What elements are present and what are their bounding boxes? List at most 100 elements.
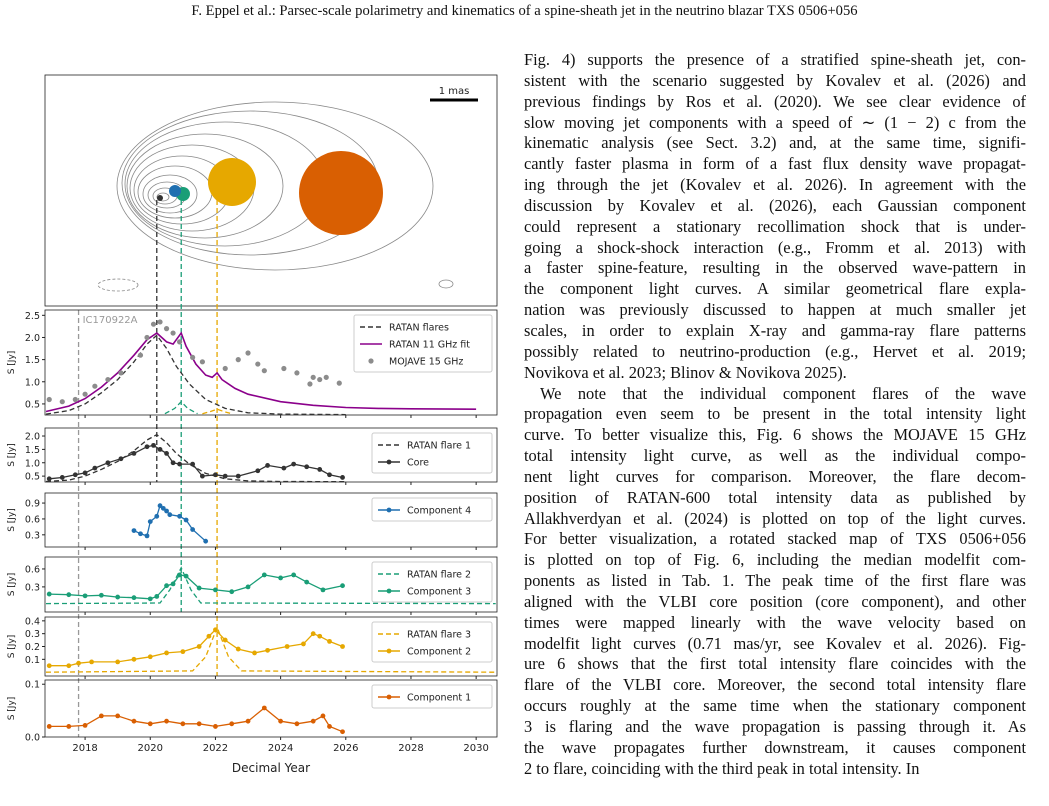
text-line: aligned with the VLBI core position (cor… xyxy=(524,591,1026,611)
data-point xyxy=(131,595,137,601)
y-tick-label: 0.9 xyxy=(25,499,40,510)
contour xyxy=(126,133,284,239)
data-point xyxy=(177,461,182,467)
data-point xyxy=(190,354,196,361)
data-point xyxy=(105,460,111,466)
text-line: slow moving jet components with a speed … xyxy=(524,112,1026,132)
y-axis-label: S [Jy] xyxy=(7,635,17,659)
data-point xyxy=(320,587,326,593)
legend-label: RATAN flare 1 xyxy=(407,441,471,452)
x-tick-label: 2024 xyxy=(268,743,293,754)
y-tick-label: 0.6 xyxy=(25,514,40,525)
data-point xyxy=(144,334,150,341)
data-point xyxy=(229,721,235,727)
data-point xyxy=(46,396,52,403)
data-point xyxy=(131,450,137,456)
data-point xyxy=(131,718,137,724)
data-point xyxy=(261,368,267,374)
data-point xyxy=(66,724,72,729)
data-point xyxy=(213,472,218,478)
data-point xyxy=(229,589,235,595)
data-point xyxy=(76,660,81,666)
data-point xyxy=(255,468,261,474)
text-line: nent light curves for comparison. Moreov… xyxy=(524,466,1026,486)
y-tick-label: 0.0 xyxy=(25,733,40,744)
data-point xyxy=(317,633,323,639)
data-point xyxy=(82,391,88,397)
data-point xyxy=(46,724,52,729)
data-point xyxy=(235,357,241,363)
data-point xyxy=(115,713,121,719)
data-point xyxy=(196,644,202,649)
data-point xyxy=(304,464,310,470)
y-tick-label: 0.2 xyxy=(25,642,40,653)
data-point xyxy=(340,729,345,735)
legend-symbol xyxy=(386,694,392,700)
data-point xyxy=(265,463,270,468)
legend-symbol xyxy=(368,358,374,364)
data-point xyxy=(196,585,202,591)
data-point xyxy=(213,724,218,729)
series-line xyxy=(202,408,232,415)
text-line: Novikova et al. 2023; Blinov & Novikova … xyxy=(524,362,847,382)
y-axis-label: S [Jy] xyxy=(7,443,17,467)
figure: 1 mas IC170922A S [Jy] 0.5 1.0 1.5 2.0 2.5 RATA… xyxy=(7,74,498,775)
data-point xyxy=(46,663,52,669)
text-line: going a shock-shock interaction (e.g., F… xyxy=(524,237,1026,257)
data-point xyxy=(72,472,78,478)
series-line xyxy=(164,400,198,415)
data-point xyxy=(291,572,297,578)
text-line: ponents as listed in Tab. 1. The peak ti… xyxy=(524,571,1026,591)
text-line: curve. To better visualize this, Fig. 6 … xyxy=(524,425,1026,445)
data-point xyxy=(252,650,257,656)
data-point xyxy=(180,721,186,727)
text-line: scales, in order to explain X-ray and ga… xyxy=(524,320,1026,340)
x-axis-label: Decimal Year xyxy=(232,761,310,775)
y-tick-label: 1.5 xyxy=(25,355,40,366)
x-tick-label: 2018 xyxy=(72,743,97,754)
y-tick-label: 2.5 xyxy=(25,311,40,322)
text-line: modelfit light curves (0.71 mas/yr, see … xyxy=(524,633,1026,653)
data-point xyxy=(147,596,153,602)
data-point xyxy=(222,637,228,643)
data-point xyxy=(206,633,212,639)
data-point xyxy=(147,519,153,524)
contour xyxy=(156,192,170,202)
y-tick-label: 0.1 xyxy=(25,655,40,666)
series-line xyxy=(45,625,496,673)
y-tick-label: 0.4 xyxy=(25,616,40,627)
data-point xyxy=(327,724,332,729)
data-point xyxy=(261,572,267,578)
data-point xyxy=(177,572,182,578)
data-point xyxy=(151,442,156,448)
data-point xyxy=(261,705,267,711)
text-line: 2 to flare, coinciding with the third pe… xyxy=(524,758,920,778)
y-tick-label: 1.0 xyxy=(25,377,40,388)
data-point xyxy=(138,531,143,537)
data-point xyxy=(183,517,189,523)
running-header: F. Eppel et al.: Parsec-scale polarimetr… xyxy=(191,3,858,19)
text-line: times were mapped linearly with the wave… xyxy=(524,612,1026,632)
series-line xyxy=(49,444,343,480)
component-2 xyxy=(208,158,256,206)
text-line: the wave propagates further downstream, … xyxy=(524,737,1026,757)
data-point xyxy=(89,659,95,665)
text-line: ure 6 shows that the first total intensi… xyxy=(524,654,1026,674)
data-point xyxy=(307,381,313,387)
series-line xyxy=(45,331,477,413)
data-point xyxy=(154,594,160,599)
legend-symbol xyxy=(386,507,392,513)
text-line: ing through the jet (Kovalev et al. 2026… xyxy=(524,175,1026,195)
data-point xyxy=(150,321,157,327)
legend-box xyxy=(371,684,493,709)
data-point xyxy=(164,583,169,589)
text-line: total intensity light curve, as well as … xyxy=(524,446,1026,466)
text-line: flare of the VLBI core. Moreover, the se… xyxy=(524,675,1026,695)
text-line: For better visualization, a rotated stac… xyxy=(524,529,1026,549)
data-point xyxy=(164,718,169,724)
data-point xyxy=(200,473,205,479)
x-tick-label: 2030 xyxy=(463,743,488,754)
data-point xyxy=(301,641,306,647)
data-point xyxy=(147,654,153,660)
data-point xyxy=(157,446,163,452)
